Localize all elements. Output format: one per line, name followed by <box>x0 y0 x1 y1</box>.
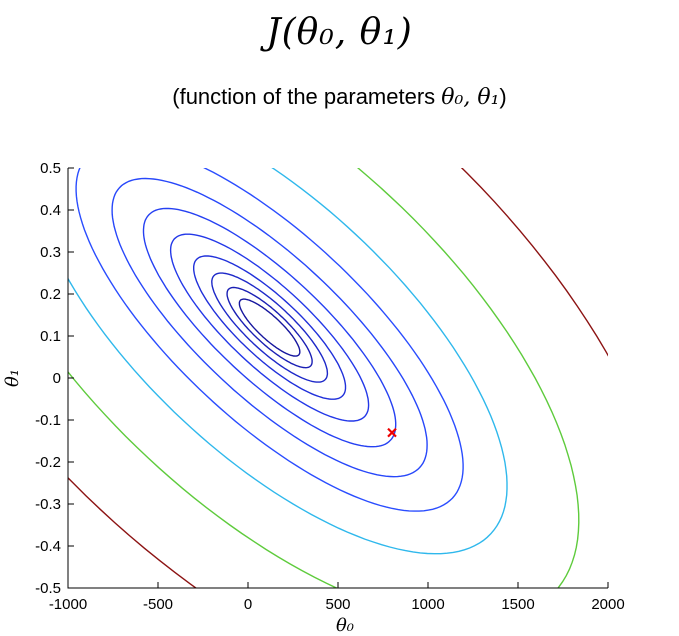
contour-level-9 <box>68 168 580 588</box>
subtitle-prefix: (function of the parameters <box>172 84 442 109</box>
axes-lines <box>67 168 608 589</box>
x-tick-label: 0 <box>244 596 252 613</box>
contour-level-8 <box>68 168 508 555</box>
contour-level-7 <box>75 168 464 512</box>
current-point-marker[interactable] <box>387 427 397 438</box>
contour-level-4 <box>169 233 370 422</box>
contour-plot: θ₀ θ₁ -1000 -500 0 500 1000 1500 2000 -0.5 -0.4 -… <box>2 160 625 636</box>
y-tick-label: -0.5 <box>35 580 61 597</box>
y-tick-label: -0.3 <box>35 496 61 513</box>
contour-level-3 <box>193 255 347 400</box>
y-tick-label: 0.4 <box>40 202 61 219</box>
contour-level-10 <box>68 168 608 588</box>
subtitle-suffix: ) <box>499 84 507 109</box>
figure-title: J(θ₀, θ₁) <box>266 12 413 53</box>
x-axis-label: θ₀ <box>336 615 354 636</box>
x-tick-label: -500 <box>143 596 173 613</box>
contour-level-1 <box>226 286 313 369</box>
contour-level-0 <box>238 298 301 357</box>
x-tick-label: 1500 <box>501 596 534 613</box>
y-tick-label: 0 <box>53 370 61 387</box>
y-axis-label: θ₁ <box>2 369 23 387</box>
x-tick-label: 500 <box>325 596 350 613</box>
contour-level-5 <box>142 207 397 448</box>
y-tick-label: -0.1 <box>35 412 61 429</box>
y-tick-label: 0.3 <box>40 244 61 261</box>
subtitle-params: θ₀, θ₁ <box>441 85 500 110</box>
y-tick-label: 0.5 <box>40 160 61 177</box>
contour-group <box>68 168 608 588</box>
contour-level-6 <box>111 177 428 478</box>
y-tick-label: -0.2 <box>35 454 61 471</box>
y-tick-label: 0.1 <box>40 328 61 345</box>
y-tick-label: 0.2 <box>40 286 61 303</box>
y-tick-label: -0.4 <box>35 538 61 555</box>
contour-level-2 <box>211 272 329 383</box>
x-tick-label: -1000 <box>49 596 87 613</box>
x-tick-label: 2000 <box>591 596 624 613</box>
x-tick-label: 1000 <box>411 596 444 613</box>
figure-subtitle: (function of the parameters θ₀, θ₁) <box>0 84 679 110</box>
